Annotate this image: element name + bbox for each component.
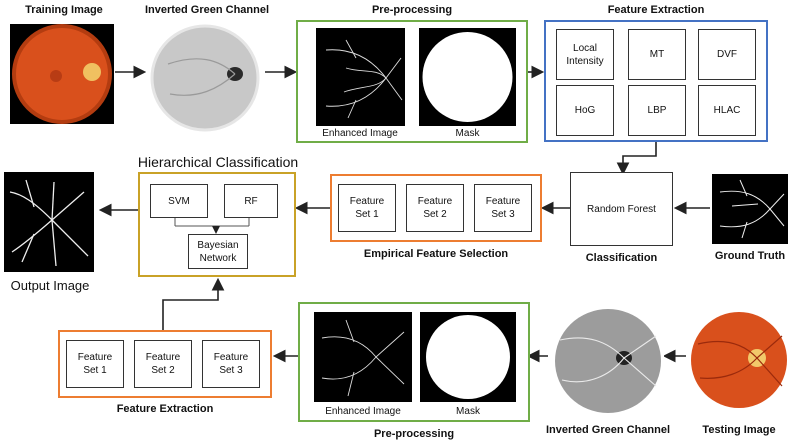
training-enhanced-drawing bbox=[325, 39, 403, 119]
test-feature-set-2: Feature Set 2 bbox=[134, 340, 192, 388]
training-mask-drawing bbox=[422, 32, 513, 122]
empirical-feature-set-2: Feature Set 2 bbox=[406, 184, 464, 232]
arrow-features-to-rf bbox=[616, 142, 657, 176]
testing-fundus-drawing bbox=[688, 308, 790, 412]
training-fundus-image bbox=[10, 24, 114, 124]
empirical-selection-frame: Feature Set 1 Feature Set 2 Feature Set … bbox=[330, 174, 542, 242]
training-fundus-drawing bbox=[10, 24, 114, 124]
testing-image-title: Testing Image bbox=[702, 424, 776, 436]
random-forest-box: Random Forest bbox=[570, 172, 673, 246]
testing-fundus-image bbox=[688, 308, 790, 412]
test-feature-set-3: Feature Set 3 bbox=[202, 340, 260, 388]
ground-truth-caption: Ground Truth bbox=[714, 250, 786, 262]
test-feature-extraction-frame: Feature Set 1 Feature Set 2 Feature Set … bbox=[58, 330, 272, 398]
training-mask-image bbox=[419, 28, 516, 126]
rf-box: RF bbox=[224, 184, 278, 218]
feature-dvf: DVF bbox=[698, 29, 756, 80]
feature-mt: MT bbox=[628, 29, 686, 80]
feature-hog: HoG bbox=[556, 85, 614, 136]
hierarchical-frame: SVM RF Bayesian Network bbox=[138, 172, 296, 277]
testing-enhanced-drawing bbox=[321, 319, 405, 397]
testing-mask-caption: Mask bbox=[456, 406, 480, 417]
output-image-caption: Output Image bbox=[10, 278, 90, 293]
testing-inverted-image bbox=[552, 306, 664, 416]
training-enhanced-image bbox=[316, 28, 405, 126]
inverted-channel-title: Inverted Green Channel bbox=[144, 4, 270, 16]
testing-inverted-caption: Inverted Green Channel bbox=[545, 424, 671, 436]
testing-inverted-drawing bbox=[552, 306, 664, 416]
training-enhanced-caption: Enhanced Image bbox=[322, 128, 398, 139]
arrow-featureext-to-hierarchical bbox=[162, 277, 225, 330]
hierarchical-title: Hierarchical Classification bbox=[137, 154, 299, 170]
training-mask-caption: Mask bbox=[455, 128, 480, 139]
training-image-title: Training Image bbox=[25, 4, 103, 16]
classification-caption: Classification bbox=[585, 252, 658, 264]
ground-truth-drawing bbox=[719, 179, 785, 239]
testing-enhanced-image bbox=[314, 312, 412, 402]
test-feature-set-1: Feature Set 1 bbox=[66, 340, 124, 388]
feature-hlac: HLAC bbox=[698, 85, 756, 136]
preprocessing-title: Pre-processing bbox=[371, 4, 453, 16]
empirical-feature-set-3: Feature Set 3 bbox=[474, 184, 532, 232]
empirical-selection-caption: Empirical Feature Selection bbox=[363, 248, 509, 260]
test-feature-extraction-caption: Feature Extraction bbox=[116, 403, 214, 415]
hierarchical-inner-lines bbox=[174, 218, 250, 234]
ground-truth-image bbox=[712, 174, 788, 244]
feature-extraction-frame: Local Intensity MT DVF HoG LBP HLAC bbox=[544, 20, 768, 142]
training-preprocessing-frame: Enhanced Image Mask bbox=[296, 20, 528, 143]
testing-mask-drawing bbox=[426, 315, 510, 399]
training-inverted-drawing bbox=[148, 24, 262, 132]
output-vessel-drawing bbox=[9, 179, 89, 267]
svm-box: SVM bbox=[150, 184, 208, 218]
testing-preprocessing-caption: Pre-processing bbox=[373, 428, 455, 440]
empirical-feature-set-1: Feature Set 1 bbox=[338, 184, 396, 232]
training-inverted-image bbox=[148, 24, 262, 132]
testing-mask-image bbox=[420, 312, 516, 402]
testing-preprocessing-frame: Enhanced Image Mask bbox=[298, 302, 530, 422]
feature-local-intensity: Local Intensity bbox=[556, 29, 614, 80]
feature-lbp: LBP bbox=[628, 85, 686, 136]
feature-extraction-title: Feature Extraction bbox=[607, 4, 705, 16]
bayesian-network-box: Bayesian Network bbox=[188, 234, 248, 269]
testing-enhanced-caption: Enhanced Image bbox=[325, 406, 401, 417]
output-image bbox=[4, 172, 94, 272]
